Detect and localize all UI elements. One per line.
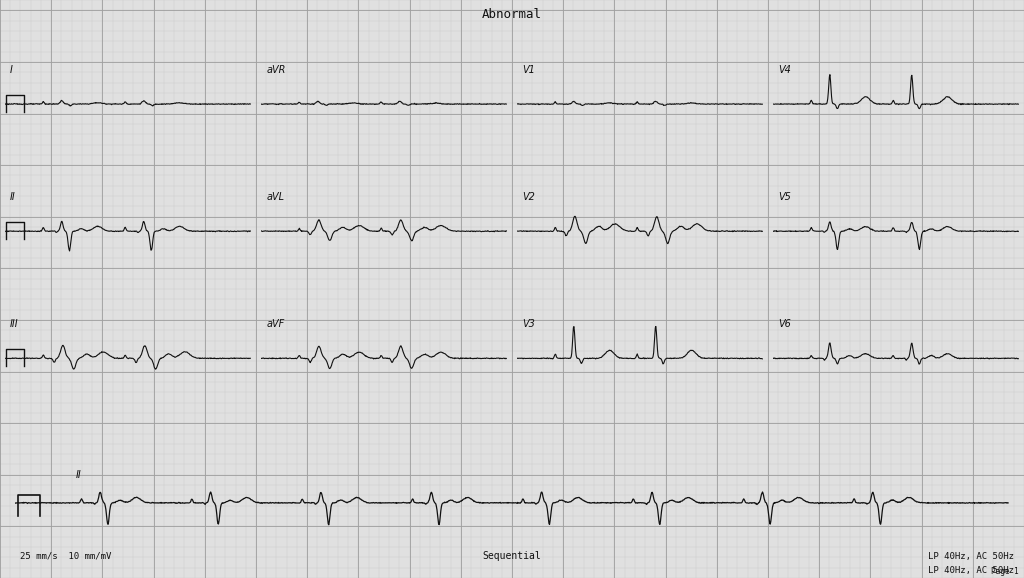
Text: V3: V3 bbox=[522, 320, 535, 329]
Text: V4: V4 bbox=[778, 65, 791, 75]
Text: V6: V6 bbox=[778, 320, 791, 329]
Text: II: II bbox=[10, 192, 15, 202]
Text: LP 40Hz, AC 50Hz: LP 40Hz, AC 50Hz bbox=[928, 565, 1014, 575]
Text: I: I bbox=[10, 65, 13, 75]
Text: aVF: aVF bbox=[266, 320, 285, 329]
Text: V1: V1 bbox=[522, 65, 535, 75]
Text: 25 mm/s  10 mm/mV: 25 mm/s 10 mm/mV bbox=[20, 551, 112, 561]
Text: V2: V2 bbox=[522, 192, 535, 202]
Text: aVL: aVL bbox=[266, 192, 284, 202]
Text: Abnormal: Abnormal bbox=[482, 8, 542, 21]
Text: V5: V5 bbox=[778, 192, 791, 202]
Text: Sequential: Sequential bbox=[482, 551, 542, 561]
Text: Page 1: Page 1 bbox=[991, 567, 1019, 576]
Text: aVR: aVR bbox=[266, 65, 286, 75]
Text: II: II bbox=[76, 469, 81, 480]
Text: III: III bbox=[10, 320, 18, 329]
Text: LP 40Hz, AC 50Hz: LP 40Hz, AC 50Hz bbox=[928, 551, 1014, 561]
